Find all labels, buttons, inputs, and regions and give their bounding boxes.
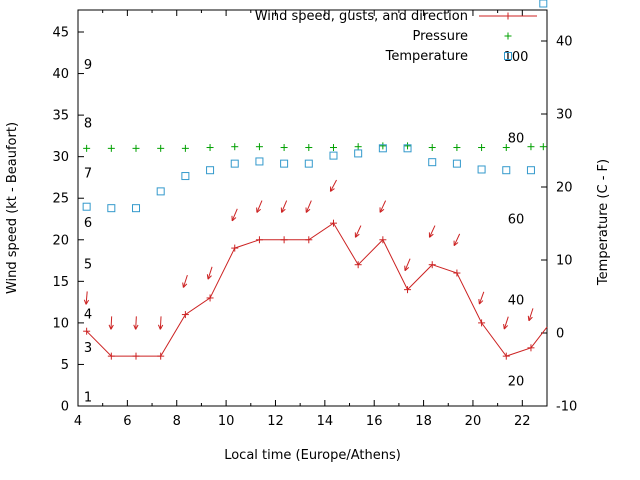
pressure-series	[83, 142, 547, 152]
x-tick-label: 8	[173, 414, 181, 429]
wind-speed-series	[83, 219, 548, 360]
beaufort-label: 1	[84, 391, 92, 406]
legend-label: Wind speed, gusts, and direction	[255, 9, 468, 24]
y-left-tick-label: 30	[52, 150, 69, 165]
x-tick-label: 22	[514, 414, 531, 429]
gust-arrow	[108, 316, 114, 330]
wind-gust-arrows	[83, 179, 534, 330]
gust-arrow	[280, 200, 288, 213]
fahrenheit-label: 60	[508, 212, 525, 227]
y-left-tick-label: 25	[52, 192, 69, 207]
legend: Wind speed, gusts, and direction Pressure…	[255, 9, 537, 64]
y-left-tick-label: 10	[52, 316, 69, 331]
y-right-tick-label: 40	[556, 35, 573, 50]
x-tick-label: 10	[218, 414, 235, 429]
gust-arrow	[206, 266, 213, 280]
chart-generated-layers: 4 6 8 10 12 14 16 18 20 22051015202530354045-1001…	[52, 0, 577, 429]
gust-arrow	[428, 225, 436, 238]
gust-arrow	[157, 316, 164, 330]
gust-arrow	[404, 258, 411, 272]
x-tick-label: 12	[267, 414, 284, 429]
beaufort-label: 7	[84, 166, 92, 181]
gust-arrow	[527, 308, 534, 322]
x-axis-title: Local time (Europe/Athens)	[224, 448, 401, 463]
wind-speed-line	[86, 222, 548, 357]
fahrenheit-label: 100	[504, 50, 529, 65]
x-tick-label: 18	[415, 414, 432, 429]
plot-border	[77, 9, 548, 407]
y-left-tick-label: 40	[52, 67, 69, 82]
gust-arrow	[256, 200, 263, 213]
gust-arrow	[478, 291, 485, 305]
y-right-tick-label: -10	[556, 400, 577, 415]
gust-arrow	[329, 179, 337, 192]
fahrenheit-label: 20	[508, 375, 525, 390]
legend-label: Temperature	[385, 49, 468, 64]
beaufort-label: 4	[84, 308, 92, 323]
x-tick-label: 14	[317, 414, 334, 429]
y-axis-right-title: Temperature (C - F)	[596, 159, 611, 286]
x-tick-label: 16	[366, 414, 383, 429]
axes	[77, 9, 548, 407]
y-axis-left-title: Wind speed (kt - Beaufort)	[5, 122, 20, 294]
gust-arrow	[83, 291, 90, 305]
y-right-tick-label: 30	[556, 108, 573, 123]
gust-arrow	[133, 316, 139, 330]
beaufort-scale-labels: 1 3 4 5 6 7 8 9	[84, 58, 92, 405]
fahrenheit-scale-labels: 20 40 60 80 100	[504, 50, 529, 389]
temperature-series	[82, 0, 548, 213]
x-tick-label: 20	[465, 414, 482, 429]
gust-arrow	[182, 274, 188, 288]
gust-arrow	[354, 225, 362, 238]
gust-arrow	[453, 233, 461, 247]
legend-label: Pressure	[412, 29, 468, 44]
tick-labels: 4 6 8 10 12 14 16 18 20 22051015202530354045-1001…	[52, 26, 577, 430]
gust-arrow	[503, 316, 509, 330]
tick-marks	[77, 10, 547, 407]
beaufort-label: 3	[84, 341, 92, 356]
beaufort-label: 8	[84, 116, 92, 131]
y-right-tick-label: 20	[556, 181, 573, 196]
y-left-tick-label: 5	[61, 358, 69, 373]
gust-arrow	[231, 208, 238, 222]
beaufort-label: 6	[84, 216, 92, 231]
gust-arrow	[379, 200, 387, 213]
fahrenheit-label: 80	[508, 131, 525, 146]
y-right-tick-label: 0	[556, 327, 564, 342]
y-left-tick-label: 45	[52, 26, 69, 41]
y-left-tick-label: 15	[52, 275, 69, 290]
y-right-tick-label: 10	[556, 254, 573, 269]
y-left-tick-label: 20	[52, 233, 69, 248]
y-left-tick-label: 0	[61, 400, 69, 415]
beaufort-label: 9	[84, 58, 92, 73]
fahrenheit-label: 40	[508, 294, 525, 309]
y-left-tick-label: 35	[52, 109, 69, 124]
x-tick-label: 4	[74, 414, 82, 429]
x-tick-label: 6	[123, 414, 131, 429]
beaufort-label: 5	[84, 258, 92, 273]
gust-arrow	[305, 200, 312, 213]
